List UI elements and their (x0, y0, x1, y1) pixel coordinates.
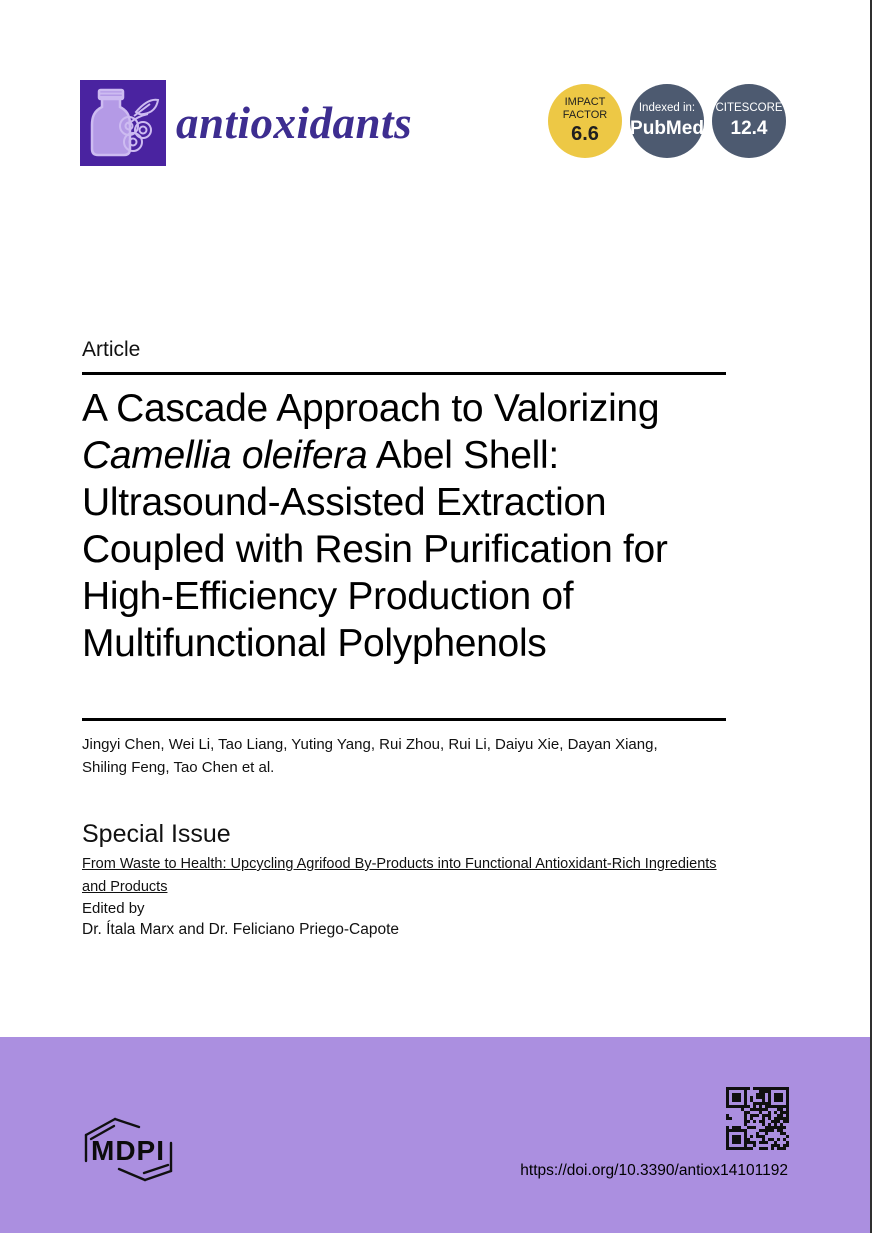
article-title: A Cascade Approach to Valorizing Camelli… (82, 385, 762, 667)
species-name-italic: Camellia oleifera (82, 434, 368, 477)
title-line-1: A Cascade Approach to Valorizing (82, 387, 660, 430)
impact-factor-label-2: FACTOR (562, 108, 608, 121)
citescore-badge: CITESCORE 12.4 (712, 84, 786, 158)
divider-authors (82, 718, 726, 721)
metric-badges: IMPACT FACTOR 6.6 Indexed in: PubMed CIT… (548, 84, 786, 158)
editors-names: Dr. Ítala Marx and Dr. Feliciano Priego-… (82, 921, 400, 938)
impact-factor-label-1: IMPACT (564, 95, 606, 108)
qr-code (726, 1087, 789, 1150)
special-issue-link[interactable]: From Waste to Health: Upcycling Agrifood… (82, 856, 717, 895)
pubmed-value: PubMed (630, 117, 704, 139)
journal-logo (80, 80, 166, 166)
authors-line-1: Jingyi Chen, Wei Li, Tao Liang, Yuting Y… (82, 736, 658, 753)
divider-top (82, 372, 726, 375)
title-line-4: Coupled with Resin Purification for (82, 528, 668, 571)
impact-factor-badge: IMPACT FACTOR 6.6 (548, 84, 622, 158)
special-issue-heading: Special Issue (82, 820, 231, 848)
citescore-value: 12.4 (730, 117, 768, 139)
title-line-2-rest: Abel Shell: (367, 434, 559, 477)
doi-link[interactable]: https://doi.org/10.3390/antiox14101192 (520, 1162, 788, 1179)
edited-by-label: Edited by (82, 900, 145, 917)
pubmed-badge: Indexed in: PubMed (630, 84, 704, 158)
mdpi-wordmark: MDPI (91, 1135, 165, 1166)
author-list: Jingyi Chen, Wei Li, Tao Liang, Yuting Y… (82, 733, 728, 779)
journal-title: antioxidants (176, 98, 413, 148)
qr-modules (726, 1087, 789, 1150)
title-line-2: Camellia oleifera Abel Shell: (82, 432, 762, 479)
authors-line-2: Shiling Feng, Tao Chen et al. (82, 759, 275, 776)
article-type-label: Article (82, 338, 141, 361)
title-line-3: Ultrasound-Assisted Extraction (82, 481, 607, 524)
citescore-label: CITESCORE (715, 102, 783, 115)
bottle-and-berries-icon (90, 88, 160, 157)
impact-factor-value: 6.6 (571, 123, 599, 146)
mdpi-logo: MDPI (84, 1117, 173, 1182)
title-line-5: High-Efficiency Production of (82, 575, 574, 618)
title-line-6: Multifunctional Polyphenols (82, 622, 547, 665)
pubmed-label: Indexed in: (638, 102, 696, 115)
page-right-edge (870, 0, 872, 1233)
